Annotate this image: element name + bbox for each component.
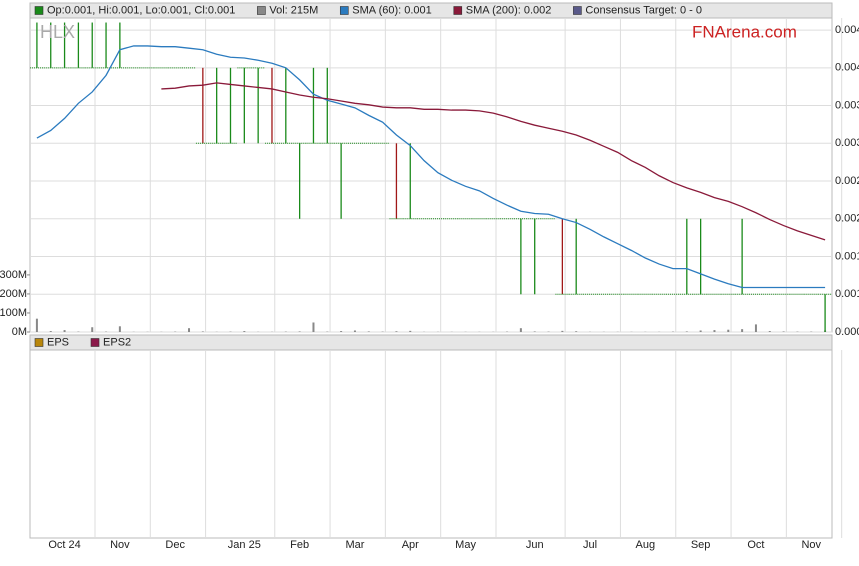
sma-line xyxy=(161,82,826,241)
y-tick-label: 0.004 xyxy=(835,62,859,74)
volume-bar xyxy=(49,331,52,332)
volume-tick-label: 100M xyxy=(0,307,27,319)
y-tick-label: 0.003 xyxy=(835,137,859,149)
legend-label: Vol: 215M xyxy=(269,4,318,16)
x-tick-label: Jul xyxy=(583,539,597,551)
volume-bar xyxy=(561,330,564,332)
volume-bar xyxy=(533,331,536,332)
volume-bar xyxy=(782,331,785,332)
ticker-watermark: HLX xyxy=(40,22,75,42)
legend-swatch xyxy=(453,6,463,15)
volume-bar xyxy=(754,324,757,332)
volume-bar xyxy=(519,328,522,332)
volume-bar xyxy=(685,331,688,332)
legend-swatch xyxy=(257,6,266,15)
eps-panel xyxy=(29,349,833,539)
x-tick-label: Oct 24 xyxy=(48,539,80,551)
volume-tick-label: 0M xyxy=(12,326,27,338)
y-tick-label: 0.002 xyxy=(835,175,859,187)
x-tick-label: Sep xyxy=(691,539,711,551)
x-tick-label: Jun xyxy=(526,539,544,551)
volume-bar xyxy=(201,331,204,332)
y-tick-label: 0.003 xyxy=(835,99,859,111)
legend-swatch xyxy=(339,6,349,15)
legend-swatch xyxy=(34,6,44,15)
legend-label: SMA (200): 0.002 xyxy=(466,4,552,16)
grid xyxy=(27,18,843,538)
legend-swatch xyxy=(573,6,582,15)
volume-bar xyxy=(409,330,412,332)
volume-bar xyxy=(699,330,702,332)
volume-bar xyxy=(118,326,121,332)
legend-label: EPS2 xyxy=(103,336,131,348)
legend-swatch xyxy=(34,338,44,347)
volume-bar xyxy=(575,331,578,332)
volume-tick-label: 200M xyxy=(0,288,27,300)
x-tick-label: Jan 25 xyxy=(228,539,261,551)
x-tick-label: May xyxy=(455,539,476,551)
volume-bar xyxy=(353,330,356,332)
volume-bar xyxy=(188,328,191,332)
x-tick-label: Apr xyxy=(402,539,419,551)
x-tick-label: Aug xyxy=(636,539,656,551)
volume-bar xyxy=(367,331,370,332)
x-tick-label: Oct xyxy=(747,539,764,551)
legend-bar xyxy=(29,334,833,351)
y-tick-label: 0.004 xyxy=(835,24,859,36)
volume-bar xyxy=(243,331,246,332)
volume-bar xyxy=(91,327,94,332)
x-tick-label: Dec xyxy=(165,539,185,551)
volume-tick-label: 300M xyxy=(0,269,27,281)
legend-label: SMA (60): 0.001 xyxy=(352,4,432,16)
x-tick-label: Nov xyxy=(110,539,130,551)
x-tick-label: Nov xyxy=(801,539,821,551)
volume-bar xyxy=(35,318,38,332)
y-tick-label: 0.002 xyxy=(835,213,859,225)
y-tick-label: 0.000 xyxy=(835,326,859,338)
volume-bar xyxy=(768,331,771,332)
volume-bar xyxy=(298,331,301,332)
volume-bar xyxy=(312,322,315,332)
legend-swatch xyxy=(90,338,100,347)
legend-label: Op:0.001, Hi:0.001, Lo:0.001, Cl:0.001 xyxy=(47,4,235,16)
marks xyxy=(30,22,832,332)
logo: FNArena.com xyxy=(692,22,797,41)
x-tick-label: Feb xyxy=(290,539,309,551)
volume-bar xyxy=(713,330,716,332)
x-tick-label: Mar xyxy=(345,539,364,551)
labels: 0.000 0.001 0.001 0.002 0.002 0.003 0.003 0.004… xyxy=(0,4,859,551)
y-tick-label: 0.001 xyxy=(835,288,859,300)
legend-label: Consensus Target: 0 - 0 xyxy=(585,4,702,16)
sma-line xyxy=(36,45,826,289)
volume-bar xyxy=(340,331,343,332)
legend-label: EPS xyxy=(47,336,69,348)
volume-bar xyxy=(741,329,744,332)
volume-bar xyxy=(727,329,730,332)
volume-bar xyxy=(395,331,398,332)
y-tick-label: 0.001 xyxy=(835,250,859,262)
volume-bar xyxy=(63,330,66,332)
